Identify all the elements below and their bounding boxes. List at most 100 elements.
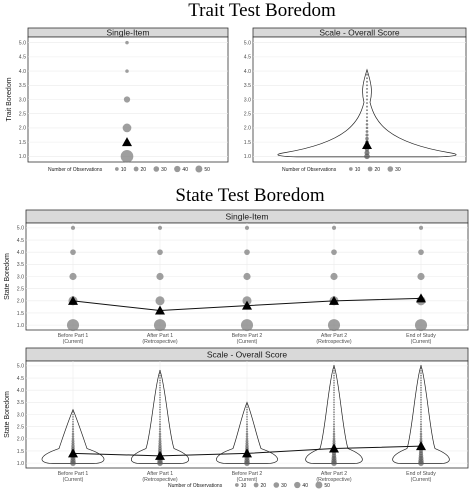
data-point <box>159 374 161 377</box>
legend-state-scale-swatch <box>315 481 323 489</box>
y-tick-label: 1.5 <box>17 449 24 455</box>
data-point <box>420 420 422 423</box>
data-point <box>159 416 161 418</box>
data-point <box>333 377 335 379</box>
trait-section-title: Trait Test Boredom <box>188 0 336 21</box>
legend-trait-scale-title: Number of Observations <box>282 167 337 173</box>
y-tick-label: 1.0 <box>19 154 26 160</box>
y-tick-label: 2.0 <box>17 299 24 305</box>
legend-state-scale-label: 10 <box>241 483 247 489</box>
state-section-title: State Test Boredom <box>175 185 324 206</box>
data-point <box>245 444 249 448</box>
y-tick-label: 1.5 <box>17 311 24 317</box>
data-point <box>420 367 422 370</box>
y-tick-label: 1.5 <box>244 140 251 146</box>
data-point <box>333 379 335 382</box>
y-tick-label: 2.0 <box>19 126 26 132</box>
data-point <box>417 272 425 281</box>
data-point <box>420 396 422 399</box>
data-point <box>245 423 249 426</box>
y-axis-label: State Boredom <box>4 253 11 300</box>
data-point <box>153 319 167 332</box>
data-point <box>333 420 335 423</box>
x-tick-label: (Retrospective) <box>316 339 351 345</box>
y-tick-label: 2.5 <box>244 112 251 118</box>
legend-trait-item-label: 10 <box>121 167 127 173</box>
x-tick-label: After Part 2 <box>321 471 347 477</box>
data-point <box>333 408 335 411</box>
mean-marker <box>68 295 78 305</box>
legend-state-scale-label: 50 <box>324 483 330 489</box>
data-point <box>332 425 336 428</box>
y-tick-label: 2.5 <box>19 112 26 118</box>
data-point <box>333 394 335 396</box>
data-point <box>420 391 422 394</box>
x-tick-label: (Current) <box>411 477 432 483</box>
data-point <box>159 384 161 387</box>
data-point <box>246 416 248 418</box>
legend-state-scale-title: Number of Observations <box>168 483 223 489</box>
data-point <box>333 399 335 401</box>
data-point <box>159 396 161 399</box>
data-point <box>158 425 162 428</box>
legend-trait-item-swatch <box>153 166 160 172</box>
data-point <box>159 401 161 404</box>
data-point <box>246 413 248 416</box>
legend-trait-item-label: 50 <box>204 167 210 173</box>
y-tick-label: 2.0 <box>244 126 251 132</box>
data-point <box>366 102 368 105</box>
data-point <box>419 430 423 433</box>
mean-marker <box>362 139 372 149</box>
data-point <box>420 418 422 421</box>
data-point <box>72 418 74 421</box>
data-point <box>420 377 422 379</box>
data-point <box>332 437 336 441</box>
data-point <box>420 408 422 411</box>
mean-marker <box>329 443 339 453</box>
data-point <box>420 379 422 382</box>
y-tick-label: 5.0 <box>17 364 24 370</box>
data-point <box>420 403 422 406</box>
y-tick-label: 4.0 <box>244 69 251 75</box>
data-point <box>245 439 249 443</box>
data-point <box>158 437 162 441</box>
data-point <box>365 119 369 122</box>
y-tick-label: 5.0 <box>17 226 24 232</box>
mean-marker <box>122 137 132 147</box>
data-point <box>419 432 423 436</box>
x-tick-label: Before Part 2 <box>232 333 263 339</box>
data-point <box>158 442 162 446</box>
legend-trait-scale-swatch <box>367 166 373 172</box>
data-point <box>366 109 368 112</box>
data-point <box>419 435 423 438</box>
data-point <box>245 425 249 428</box>
data-point <box>366 112 368 115</box>
mean-marker <box>416 293 426 303</box>
x-tick-label: (Retrospective) <box>142 477 177 483</box>
data-point <box>420 364 422 367</box>
legend-trait-scale-swatch <box>349 167 353 171</box>
data-point <box>71 444 75 448</box>
data-point <box>420 369 422 372</box>
panel-strip-title: Scale - Overall Score <box>207 350 288 360</box>
data-point <box>158 446 162 451</box>
data-point <box>72 411 74 413</box>
data-point <box>125 69 129 73</box>
data-point <box>366 80 368 83</box>
data-point <box>155 296 165 306</box>
data-point <box>333 406 335 409</box>
y-tick-label: 3.0 <box>244 97 251 103</box>
legend-state-scale-label: 20 <box>260 483 266 489</box>
data-point <box>159 391 161 394</box>
y-tick-label: 2.5 <box>17 286 24 292</box>
data-point <box>366 77 368 80</box>
data-point <box>420 389 422 392</box>
data-point <box>365 130 369 133</box>
data-point <box>333 382 335 384</box>
legend-trait-scale-label: 10 <box>355 167 361 173</box>
data-point <box>419 437 423 441</box>
mean-marker <box>416 441 426 451</box>
data-point <box>366 73 368 76</box>
y-tick-label: 3.5 <box>17 262 24 268</box>
data-point <box>327 319 341 332</box>
